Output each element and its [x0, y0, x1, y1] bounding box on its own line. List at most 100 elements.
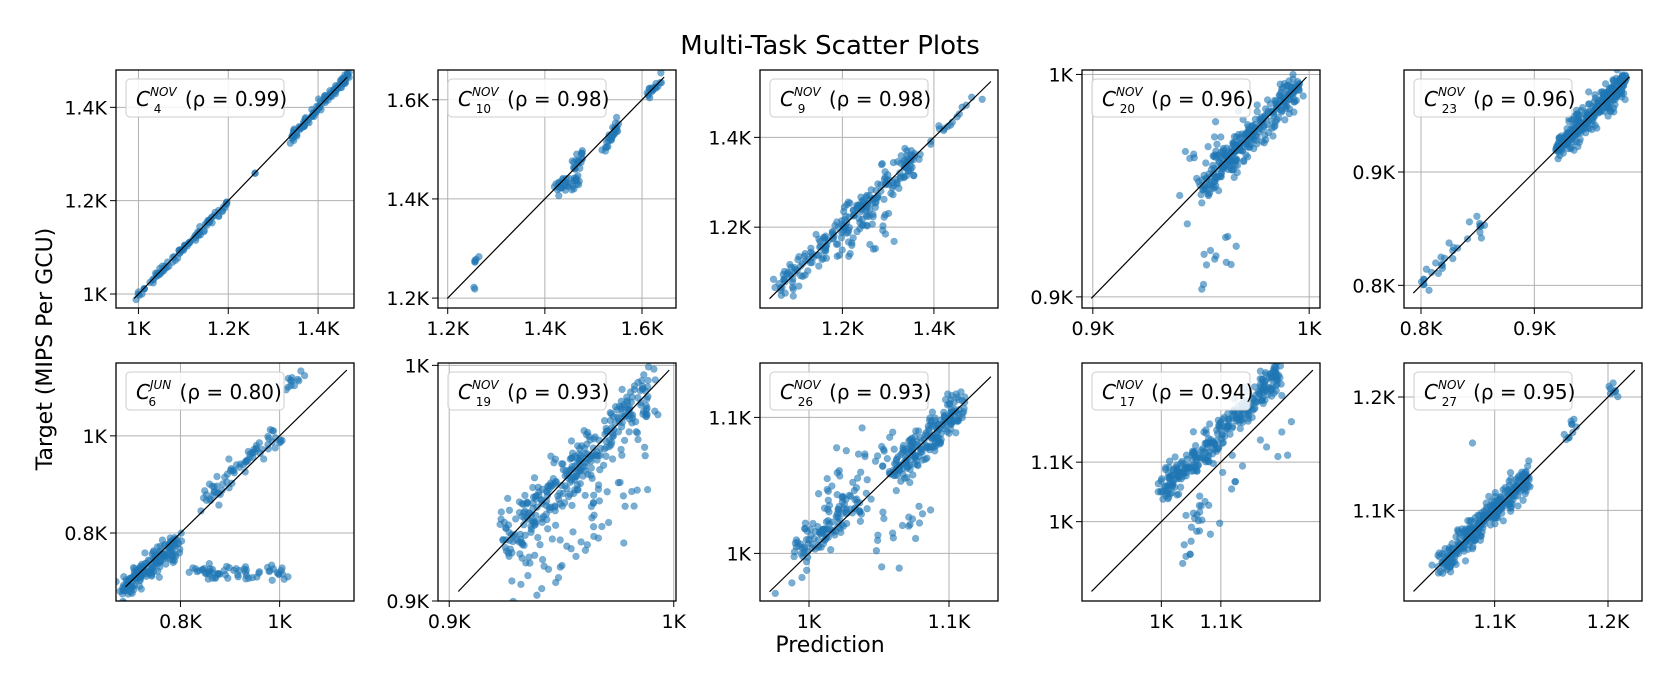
- data-point: [1202, 159, 1210, 167]
- data-point: [559, 466, 567, 474]
- data-point: [895, 467, 904, 475]
- data-point: [193, 567, 201, 576]
- identity-line: [1090, 76, 1307, 299]
- data-point: [789, 285, 797, 293]
- data-point: [808, 544, 817, 552]
- data-point: [1260, 121, 1268, 129]
- data-point: [218, 486, 226, 494]
- data-point: [599, 461, 608, 469]
- data-point: [1268, 107, 1277, 115]
- legend-box: [1091, 371, 1251, 411]
- data-point: [265, 434, 273, 443]
- data-point: [823, 485, 831, 494]
- data-point: [604, 518, 613, 527]
- y-tick-label: 1.2K: [64, 191, 107, 213]
- data-point: [899, 444, 907, 452]
- data-point: [809, 519, 817, 528]
- x-tick-label: 1K: [1149, 611, 1174, 633]
- data-point: [1555, 137, 1563, 146]
- data-point: [1440, 254, 1449, 262]
- data-point: [1201, 448, 1210, 457]
- data-point: [588, 514, 596, 522]
- data-point: [543, 492, 552, 500]
- x-tick-label: 1K: [267, 611, 292, 633]
- data-point: [1467, 516, 1475, 525]
- data-point: [215, 501, 223, 509]
- data-point: [651, 376, 659, 384]
- scatter-points: [1175, 70, 1307, 293]
- y-tick-label: 0.9K: [1352, 162, 1395, 184]
- data-point: [544, 565, 553, 573]
- data-point: [1290, 108, 1298, 116]
- data-point: [523, 499, 532, 507]
- data-point: [811, 527, 820, 536]
- data-point: [141, 549, 149, 557]
- data-point: [1449, 254, 1457, 263]
- data-point: [1252, 398, 1261, 406]
- scatter-panel: 0.8K 0.9K 0.8K 0.9K CNOV 23 (ρ = 0.96): [1352, 69, 1643, 340]
- data-point: [909, 172, 918, 180]
- data-point: [1186, 154, 1194, 163]
- data-point: [636, 387, 644, 395]
- data-point: [243, 457, 252, 465]
- data-point: [548, 535, 556, 543]
- data-point: [536, 540, 544, 549]
- axes-frame: [437, 362, 677, 602]
- data-point: [1192, 174, 1201, 183]
- data-point: [505, 506, 514, 514]
- x-tick-label: 1K: [661, 611, 686, 633]
- scatter-panel: 1K 1.1K 1K 1.1K CNOV 26 (ρ = 0.93): [708, 362, 999, 633]
- data-point: [1226, 430, 1234, 438]
- y-tick-label: 1K: [404, 355, 429, 377]
- data-point: [594, 534, 603, 542]
- data-point: [1215, 519, 1224, 527]
- data-point: [1499, 517, 1508, 525]
- scatter-points: [769, 93, 986, 300]
- data-point: [1508, 488, 1516, 496]
- data-point: [505, 552, 513, 560]
- data-point: [1205, 420, 1214, 428]
- axes-frame: [759, 362, 999, 602]
- data-point: [1420, 280, 1428, 289]
- identity-line: [133, 76, 348, 299]
- data-point: [952, 416, 960, 424]
- data-point: [853, 227, 861, 236]
- data-point: [897, 477, 905, 485]
- data-point: [897, 152, 905, 160]
- data-point: [1238, 147, 1247, 155]
- data-point: [572, 552, 580, 561]
- data-point: [958, 413, 966, 422]
- data-point: [1283, 82, 1291, 90]
- data-point: [1434, 269, 1443, 278]
- data-point: [789, 292, 797, 300]
- axes-frame: [1403, 69, 1643, 309]
- x-tick-label: 0.9K: [1513, 318, 1556, 340]
- y-tick-label: 1.2K: [708, 217, 751, 239]
- data-point: [1616, 70, 1621, 71]
- data-point: [1427, 268, 1436, 277]
- data-point: [853, 474, 862, 482]
- data-point: [1281, 116, 1289, 124]
- data-point: [1210, 133, 1219, 141]
- data-point: [309, 111, 317, 119]
- data-point: [903, 147, 911, 155]
- scatter-panel: 1K 1.2K 1.4K 1K 1.2K 1.4K CNOV 4 (ρ = 0.99): [64, 69, 355, 340]
- data-point: [1483, 512, 1491, 520]
- data-point: [863, 505, 871, 513]
- data-point: [1436, 567, 1445, 576]
- data-point: [1249, 135, 1258, 144]
- data-point: [791, 539, 800, 547]
- data-point: [1578, 103, 1587, 112]
- data-point: [1204, 142, 1212, 151]
- data-point: [241, 568, 250, 577]
- data-point: [1283, 451, 1292, 459]
- data-point: [1235, 412, 1244, 420]
- data-point: [1253, 101, 1261, 109]
- data-point: [602, 138, 611, 146]
- data-point: [1186, 550, 1194, 558]
- y-tick-label: 1.4K: [64, 97, 107, 119]
- data-point: [1611, 387, 1620, 396]
- data-point: [1206, 246, 1215, 255]
- y-tick-label: 1K: [726, 543, 751, 565]
- data-point: [1195, 501, 1204, 510]
